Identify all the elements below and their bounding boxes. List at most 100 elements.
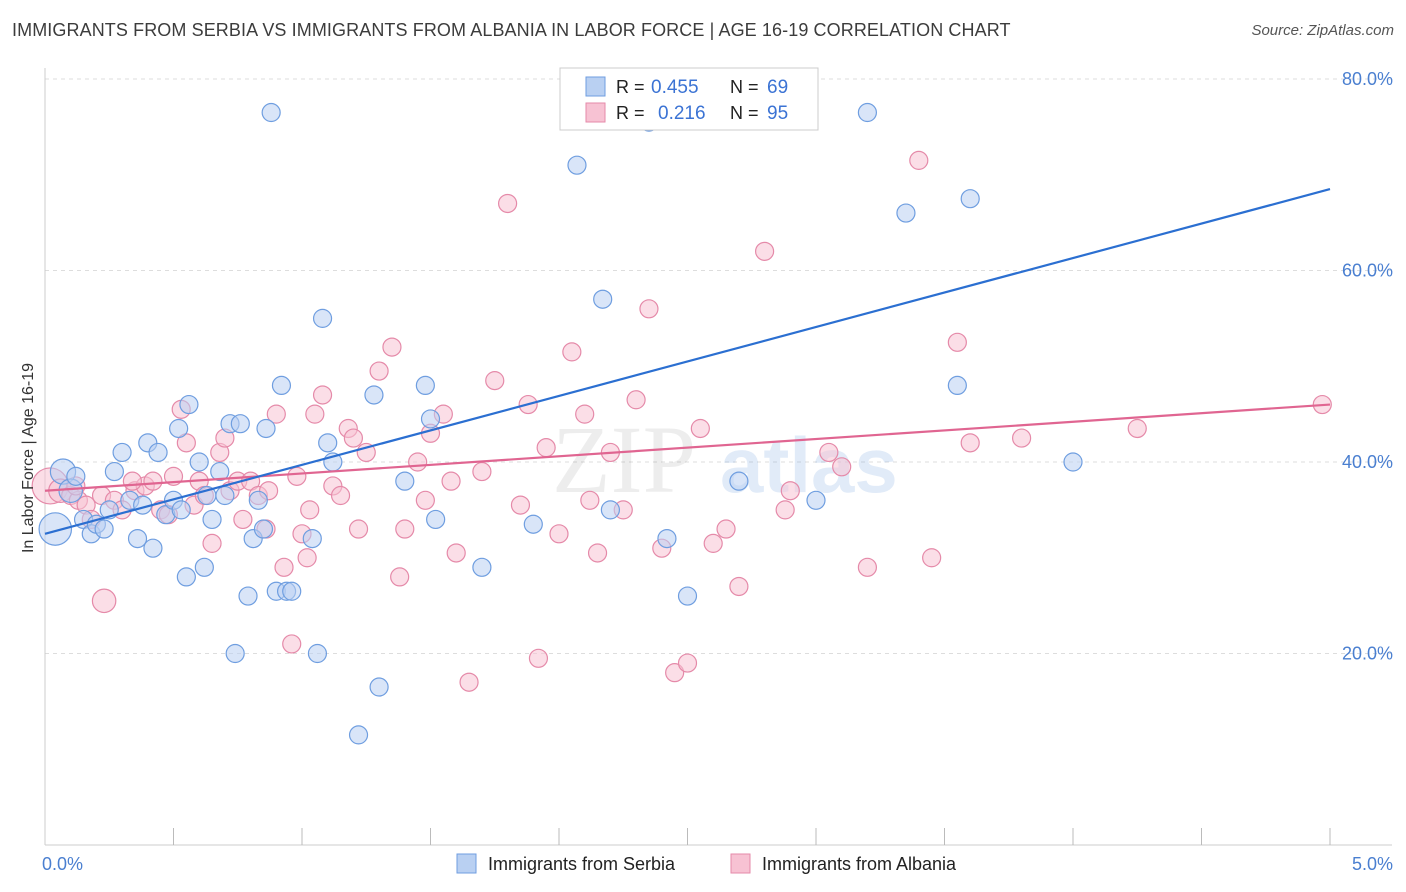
bottom-legend-albania-label: Immigrants from Albania [762,854,957,874]
albania-point [819,442,839,463]
albania-point [382,337,402,357]
albania-point [408,452,428,472]
serbia-point [1063,452,1083,472]
albania-point [677,653,698,673]
albania-point [390,567,410,587]
serbia-point [176,567,196,587]
y-tick-label-60: 60.0% [1342,261,1393,281]
albania-point [690,418,710,439]
serbia-point [225,643,245,664]
albania-point [510,495,531,515]
serbia-point [857,102,878,123]
y-tick-label-80: 80.0% [1342,69,1393,89]
albania-point [960,433,980,453]
albania-point [233,509,253,530]
albania-point [343,428,363,448]
albania-point [266,404,286,424]
albania-r-label: R = [616,103,645,123]
serbia-point [253,519,274,539]
albania-point [947,332,967,352]
serbia-point [302,528,322,549]
serbia-point [947,375,967,395]
albania-point [729,576,749,597]
serbia-r-label: R = [616,77,645,97]
albania-point [580,490,600,510]
serbia-point [127,528,148,549]
serbia-point [677,586,698,606]
serbia-point [426,509,446,530]
albania-n-label: N = [730,103,759,123]
serbia-point [348,725,369,745]
albania-point [1011,428,1032,448]
serbia-point [395,471,415,491]
serbia-point [567,155,587,175]
albania-point [297,548,317,568]
trend-lines [44,188,1331,535]
albania-point [485,371,505,391]
albania-point [716,519,736,539]
serbia-swatch [585,76,606,97]
albania-point [202,533,222,553]
albania-point [395,519,415,539]
albania-point [703,533,723,553]
bottom-legend-albania-swatch [730,853,751,874]
y-axis-label: In Labor Force | Age 16-19 [20,363,37,553]
serbia-point [593,289,613,309]
serbia-point [104,461,124,482]
serbia-point [248,490,268,510]
albania-point [91,588,117,614]
albania-point [143,471,163,491]
albania-point [754,241,775,261]
serbia-point [523,514,543,534]
serbia-point [238,586,258,606]
serbia-r-value: 0.455 [651,77,699,98]
x-tick-label-min: 0.0% [42,854,83,874]
bottom-legend-serbia-label: Immigrants from Serbia [488,854,676,874]
serbia-point [94,519,114,539]
serbia-point [369,677,389,697]
albania-point [312,385,333,405]
albania-point [282,634,302,654]
albania-point [330,485,351,506]
albania-point [459,672,479,692]
serbia-point [960,189,980,209]
serbia-point [307,643,328,664]
albania-point [922,548,942,568]
serbia-point [171,500,191,520]
albania-point [832,457,852,477]
serbia-n-label: N = [730,77,759,97]
albania-point [287,466,307,486]
grid-lines [45,78,1392,654]
albania-point [415,490,435,510]
serbia-trend-line [44,188,1331,535]
serbia-point [896,203,916,223]
serbia-points [38,102,1083,745]
serbia-point [600,500,621,520]
serbia-point [169,418,189,439]
serbia-point [189,452,209,472]
y-tick-label-20: 20.0% [1342,644,1393,664]
albania-point [780,481,800,501]
serbia-point [364,385,384,405]
albania-point [274,557,294,577]
bottom-legend: Immigrants from Serbia Immigrants from A… [456,853,957,874]
serbia-point [420,409,441,429]
albania-point [665,663,685,683]
serbia-point [312,308,333,328]
albania-point [122,471,142,491]
albania-point [562,342,582,362]
serbia-point [271,375,292,395]
albania-point [536,438,556,458]
bottom-legend-serbia-swatch [456,853,477,874]
serbia-point [38,512,73,546]
serbia-point [210,461,230,482]
axes [44,68,1392,846]
albania-point [472,461,492,482]
serbia-point [318,433,338,453]
serbia-point [729,471,749,491]
legend-box: R = 0.455 N = 69 R = 0.216 N = 95 [559,67,819,131]
albania-point [857,557,878,577]
serbia-point [472,557,492,577]
albania-point [626,390,646,410]
albania-swatch [585,102,606,123]
